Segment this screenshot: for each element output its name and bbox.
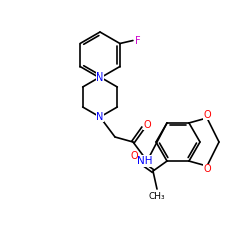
Text: N: N (96, 73, 104, 83)
Text: N: N (96, 112, 104, 122)
Text: F: F (135, 36, 141, 46)
Text: O: O (203, 164, 211, 174)
Text: O: O (203, 110, 211, 120)
Text: NH: NH (137, 156, 153, 166)
Text: O: O (130, 151, 138, 161)
Text: CH₃: CH₃ (149, 192, 165, 200)
Text: O: O (143, 120, 151, 130)
Text: N: N (96, 72, 104, 82)
